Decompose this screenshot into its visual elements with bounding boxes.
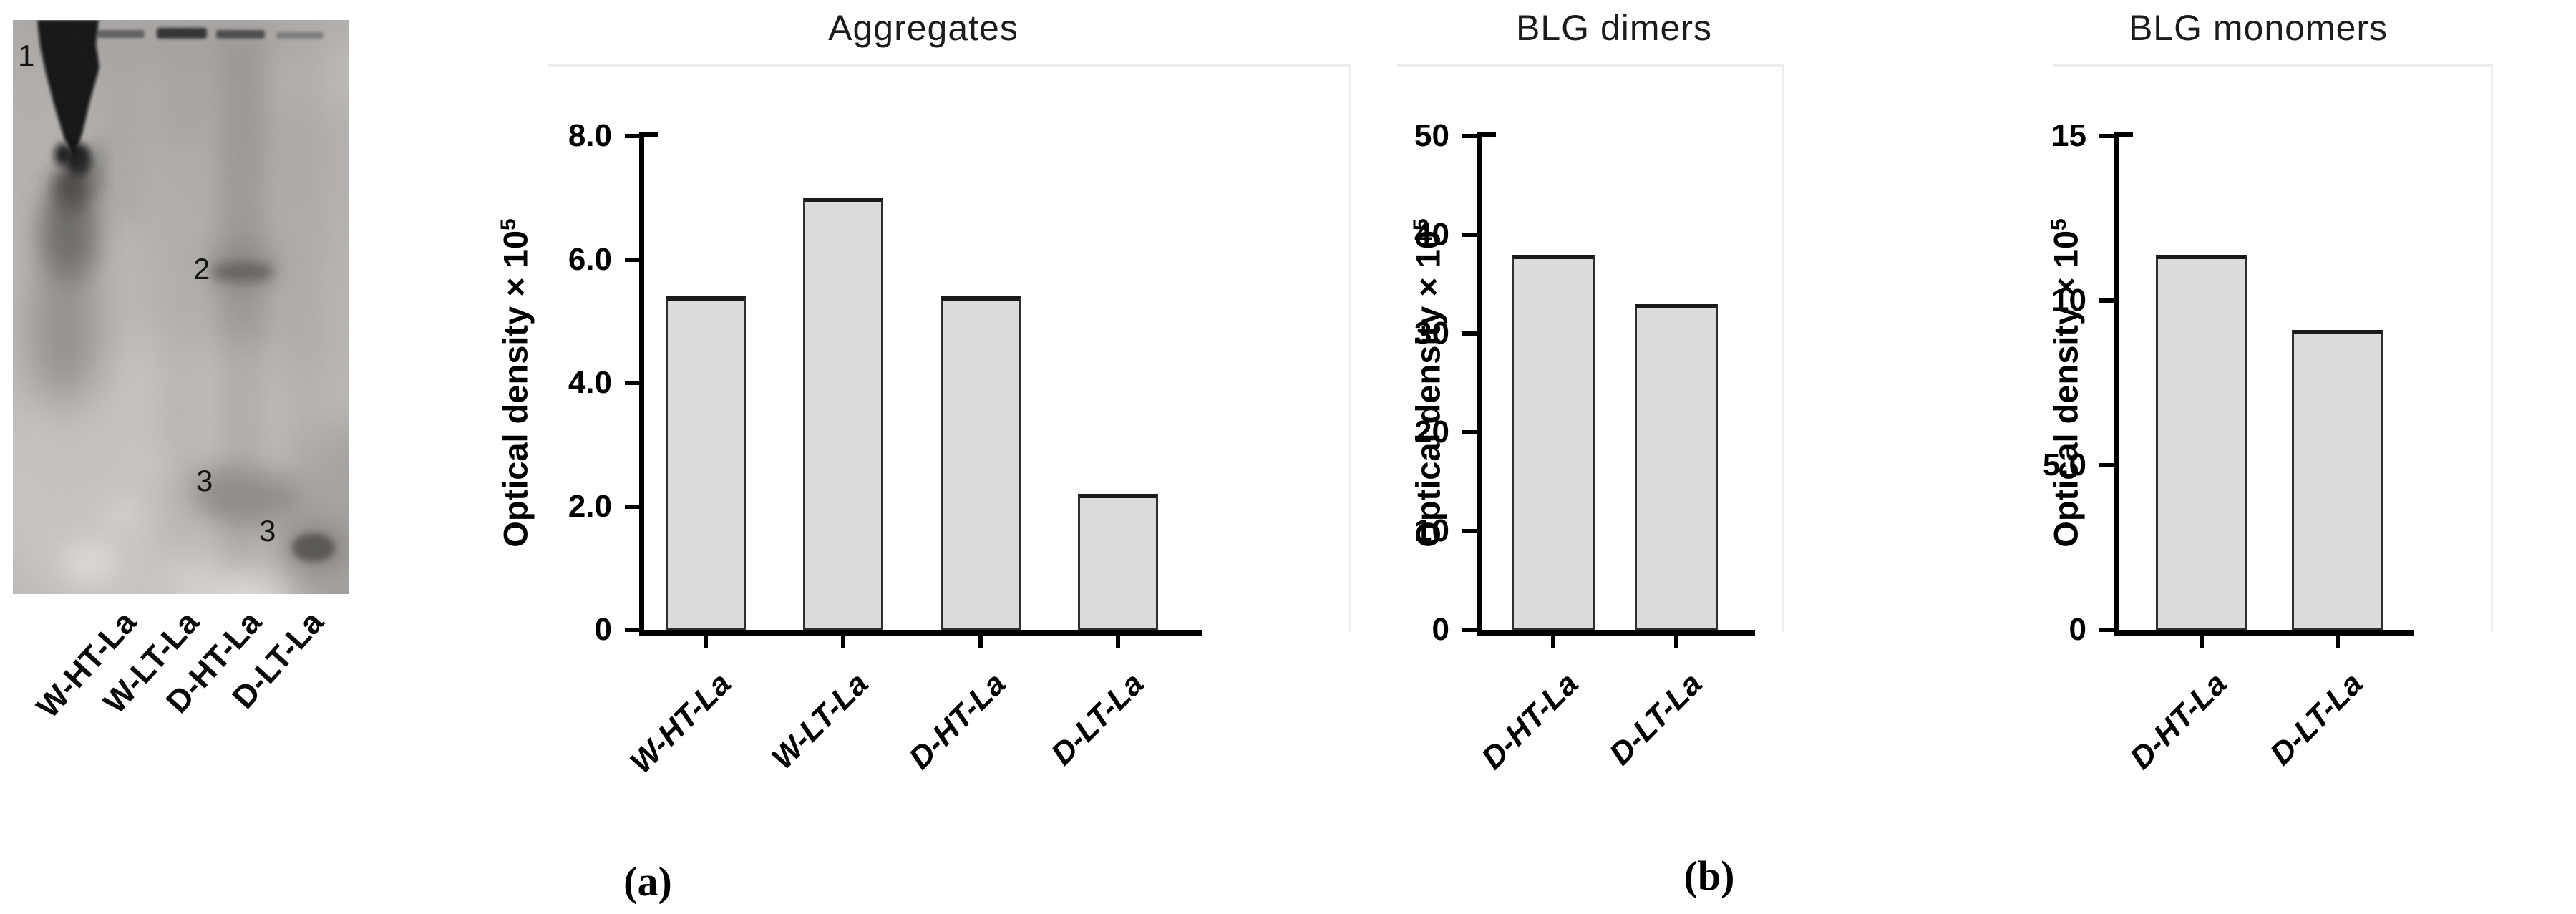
x-tick xyxy=(704,636,708,648)
y-tick-label: 0 xyxy=(1432,612,1449,647)
bar-d-ht-la xyxy=(941,296,1021,630)
gel-annotations: 1 2 3 3 xyxy=(18,39,276,548)
x-axis-line xyxy=(639,630,1202,636)
y-tick xyxy=(2099,463,2114,467)
y-axis-line xyxy=(1477,132,1482,630)
y-tick-label: 4.0 xyxy=(568,365,612,400)
gel-image: 1 2 3 3 xyxy=(13,20,349,594)
y-axis-line xyxy=(639,132,644,630)
y-tick xyxy=(1462,134,1477,138)
bar-w-ht-la xyxy=(666,296,746,630)
panel-label-b: (b) xyxy=(1683,852,1735,899)
y-tick-label: 30 xyxy=(1414,316,1449,351)
y-tick-label: 2.0 xyxy=(568,488,612,524)
x-tick-label-d-ht-la: D-HT-La xyxy=(2123,666,2234,777)
y-tick xyxy=(625,257,639,262)
x-tick xyxy=(841,636,845,648)
bar-d-lt-la xyxy=(2292,330,2383,630)
x-axis-line xyxy=(2114,630,2414,636)
y-tick xyxy=(1462,233,1477,237)
y-tick-label: 10 xyxy=(2051,283,2086,318)
y-axis-line xyxy=(2114,132,2119,630)
y-tick xyxy=(1462,430,1477,434)
panel-label-a: (a) xyxy=(623,858,672,905)
y-tick-label: 6.0 xyxy=(568,241,612,277)
y-tick xyxy=(1462,529,1477,533)
x-tick xyxy=(978,636,983,648)
gel-band-annotation-4: 3 xyxy=(259,514,276,548)
y-tick xyxy=(625,504,639,509)
x-tick xyxy=(2335,636,2340,648)
x-axis-line xyxy=(1477,630,1755,636)
y-tick-label: 50 xyxy=(1414,118,1449,153)
bar-d-lt-la xyxy=(1635,303,1718,630)
gel-grain-texture xyxy=(13,20,349,594)
y-tick-label: 40 xyxy=(1414,217,1449,252)
y-axis-top-cap xyxy=(1482,132,1496,137)
chart-title: BLG dimers xyxy=(1516,8,1712,48)
plot-frame xyxy=(2053,64,2493,632)
y-tick-label: 8.0 xyxy=(568,118,612,153)
y-tick-label: 10 xyxy=(1414,513,1449,548)
gel-band-annotation-1: 1 xyxy=(18,39,34,72)
y-tick xyxy=(625,381,639,385)
y-tick xyxy=(1462,331,1477,336)
gel-band-annotation-2: 2 xyxy=(193,252,210,286)
x-tick-label-d-lt-la: D-LT-La xyxy=(2263,666,2370,772)
gel-band-annotation-3: 3 xyxy=(196,464,213,497)
chart-title: Aggregates xyxy=(828,8,1019,48)
y-axis-top-cap xyxy=(644,132,658,137)
bar-w-lt-la xyxy=(803,198,883,630)
y-tick xyxy=(625,628,639,632)
y-tick-label: 15 xyxy=(2051,118,2086,153)
plot-frame xyxy=(548,64,1351,632)
bar-d-lt-la xyxy=(1078,494,1158,630)
bar-d-ht-la xyxy=(1512,254,1595,630)
x-tick xyxy=(2199,636,2204,648)
x-tick xyxy=(1674,636,1678,648)
y-axis-label-text: Optical density × 10 xyxy=(2046,230,2085,548)
y-tick-label: 0 xyxy=(2069,612,2086,647)
y-tick-label: 0 xyxy=(594,612,612,647)
chart-title: BLG monomers xyxy=(2128,8,2388,48)
x-tick xyxy=(1551,636,1555,648)
y-tick xyxy=(2099,628,2114,632)
y-tick xyxy=(2099,134,2114,138)
y-tick-label: 20 xyxy=(1414,414,1449,449)
plot-frame xyxy=(1397,64,1784,632)
y-axis-label-exponent: 5 xyxy=(2046,218,2071,230)
y-tick-label: 5.0 xyxy=(2042,447,2086,482)
y-tick xyxy=(625,134,639,138)
bar-d-ht-la xyxy=(2156,254,2247,630)
y-axis-top-cap xyxy=(2119,132,2133,137)
y-tick xyxy=(1462,628,1477,632)
x-tick xyxy=(1116,636,1120,648)
y-tick xyxy=(2099,298,2114,303)
y-axis-label: Optical density × 105 xyxy=(2046,218,2086,547)
